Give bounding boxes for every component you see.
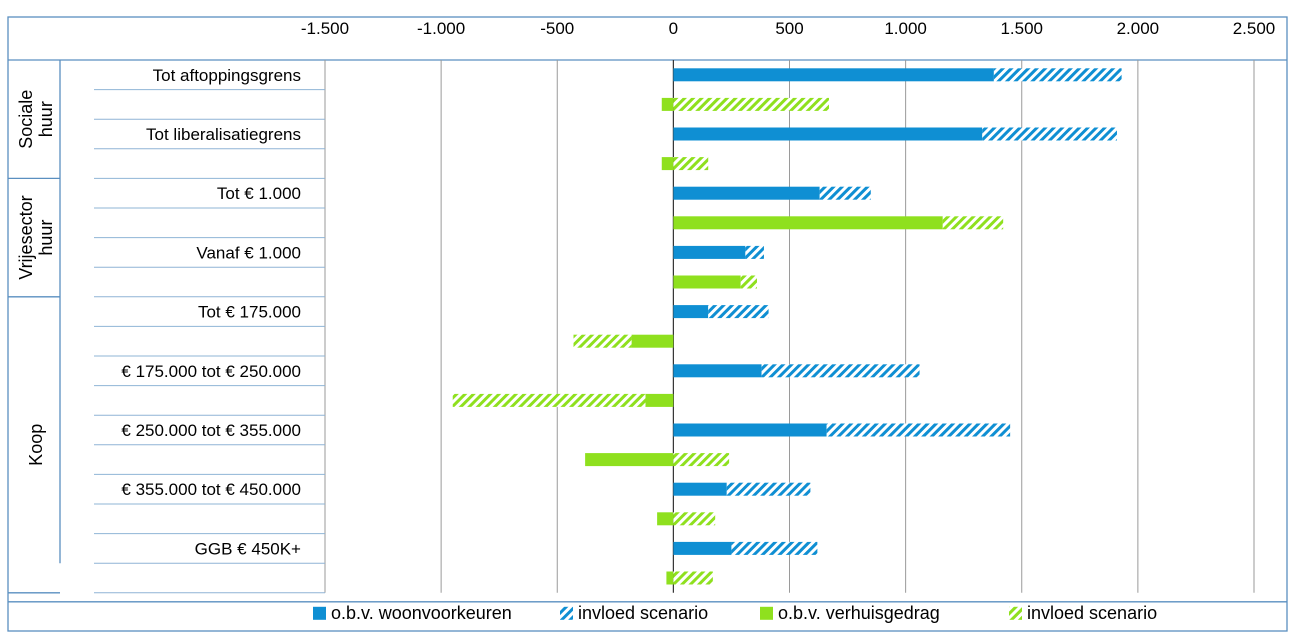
bar-verhuisgedrag	[631, 334, 674, 348]
x-tick-label: 500	[775, 19, 803, 38]
group-label: Vrijesectorhuur	[16, 195, 56, 279]
bar-verhuisgedrag	[645, 393, 674, 407]
bar-verhuisgedrag	[673, 216, 943, 230]
group-label: Socialehuur	[16, 90, 56, 149]
bar-invloed-scenario-blue	[745, 245, 764, 259]
x-tick-label: 2.500	[1233, 19, 1276, 38]
legend-invloed-scenario-blue-swatch	[560, 606, 573, 620]
x-tick-label: 2.000	[1117, 19, 1160, 38]
bar-verhuisgedrag	[661, 157, 674, 171]
legend-invloed-scenario-green-label: invloed scenario	[1027, 603, 1157, 623]
bar-invloed-scenario-green	[740, 275, 757, 289]
bar-invloed-scenario-blue	[993, 68, 1122, 82]
category-label: Tot € 1.000	[217, 184, 301, 203]
bar-invloed-scenario-blue	[819, 186, 871, 200]
bar-woonvoorkeuren	[673, 364, 762, 378]
bar-invloed-scenario-green	[673, 512, 716, 526]
x-tick-label: -1.000	[417, 19, 465, 38]
legend-invloed-scenario-green-swatch	[1009, 606, 1022, 620]
category-label: € 355.000 tot € 450.000	[121, 480, 301, 499]
chart-frame	[7, 16, 1288, 632]
bar-invloed-scenario-blue	[982, 127, 1117, 141]
x-tick-label: -1.500	[301, 19, 349, 38]
bar-woonvoorkeuren	[673, 541, 732, 555]
legend-woonvoorkeuren-swatch	[313, 606, 326, 620]
bar-invloed-scenario-green	[573, 334, 632, 348]
bar-woonvoorkeuren	[673, 423, 827, 437]
bar-invloed-scenario-blue	[726, 482, 811, 496]
category-label: Vanaf € 1.000	[196, 243, 301, 262]
legend-verhuisgedrag-swatch	[760, 606, 773, 620]
bar-invloed-scenario-green	[673, 157, 709, 171]
bar-verhuisgedrag	[585, 453, 674, 467]
bar-invloed-scenario-green	[942, 216, 1004, 230]
bar-invloed-scenario-blue	[826, 423, 1011, 437]
category-label: GGB € 450K+	[195, 539, 301, 558]
group-label: Koop	[26, 424, 46, 466]
legend-verhuisgedrag-label: o.b.v. verhuisgedrag	[778, 603, 940, 623]
x-tick-label: 0	[669, 19, 678, 38]
bar-verhuisgedrag	[657, 512, 674, 526]
bar-verhuisgedrag	[666, 571, 674, 585]
bar-woonvoorkeuren	[673, 482, 727, 496]
bar-verhuisgedrag	[661, 97, 674, 111]
bar-woonvoorkeuren	[673, 245, 746, 259]
category-label: € 175.000 tot € 250.000	[121, 362, 301, 381]
legend-woonvoorkeuren-label: o.b.v. woonvoorkeuren	[331, 603, 512, 623]
bar-invloed-scenario-green	[673, 97, 829, 111]
bar-invloed-scenario-blue	[761, 364, 920, 378]
legend-invloed-scenario-blue-label: invloed scenario	[578, 603, 708, 623]
bar-invloed-scenario-green	[673, 453, 730, 467]
bar-verhuisgedrag	[673, 275, 741, 289]
bar-invloed-scenario-green	[673, 571, 713, 585]
x-tick-label: 1.500	[1000, 19, 1043, 38]
bar-invloed-scenario-blue	[708, 305, 769, 319]
bar-invloed-scenario-blue	[731, 541, 818, 555]
x-tick-label: 1.000	[884, 19, 927, 38]
bar-woonvoorkeuren	[673, 127, 983, 141]
x-tick-label: -500	[540, 19, 574, 38]
bar-invloed-scenario-green	[452, 393, 646, 407]
bar-woonvoorkeuren	[673, 186, 820, 200]
category-label: € 250.000 tot € 355.000	[121, 421, 301, 440]
title-strip	[0, 0, 1294, 8]
category-label: Tot € 175.000	[198, 303, 301, 322]
category-label: Tot aftoppingsgrens	[153, 66, 301, 85]
category-label: Tot liberalisatiegrens	[146, 125, 301, 144]
bar-woonvoorkeuren	[673, 68, 994, 82]
bar-woonvoorkeuren	[673, 305, 709, 319]
